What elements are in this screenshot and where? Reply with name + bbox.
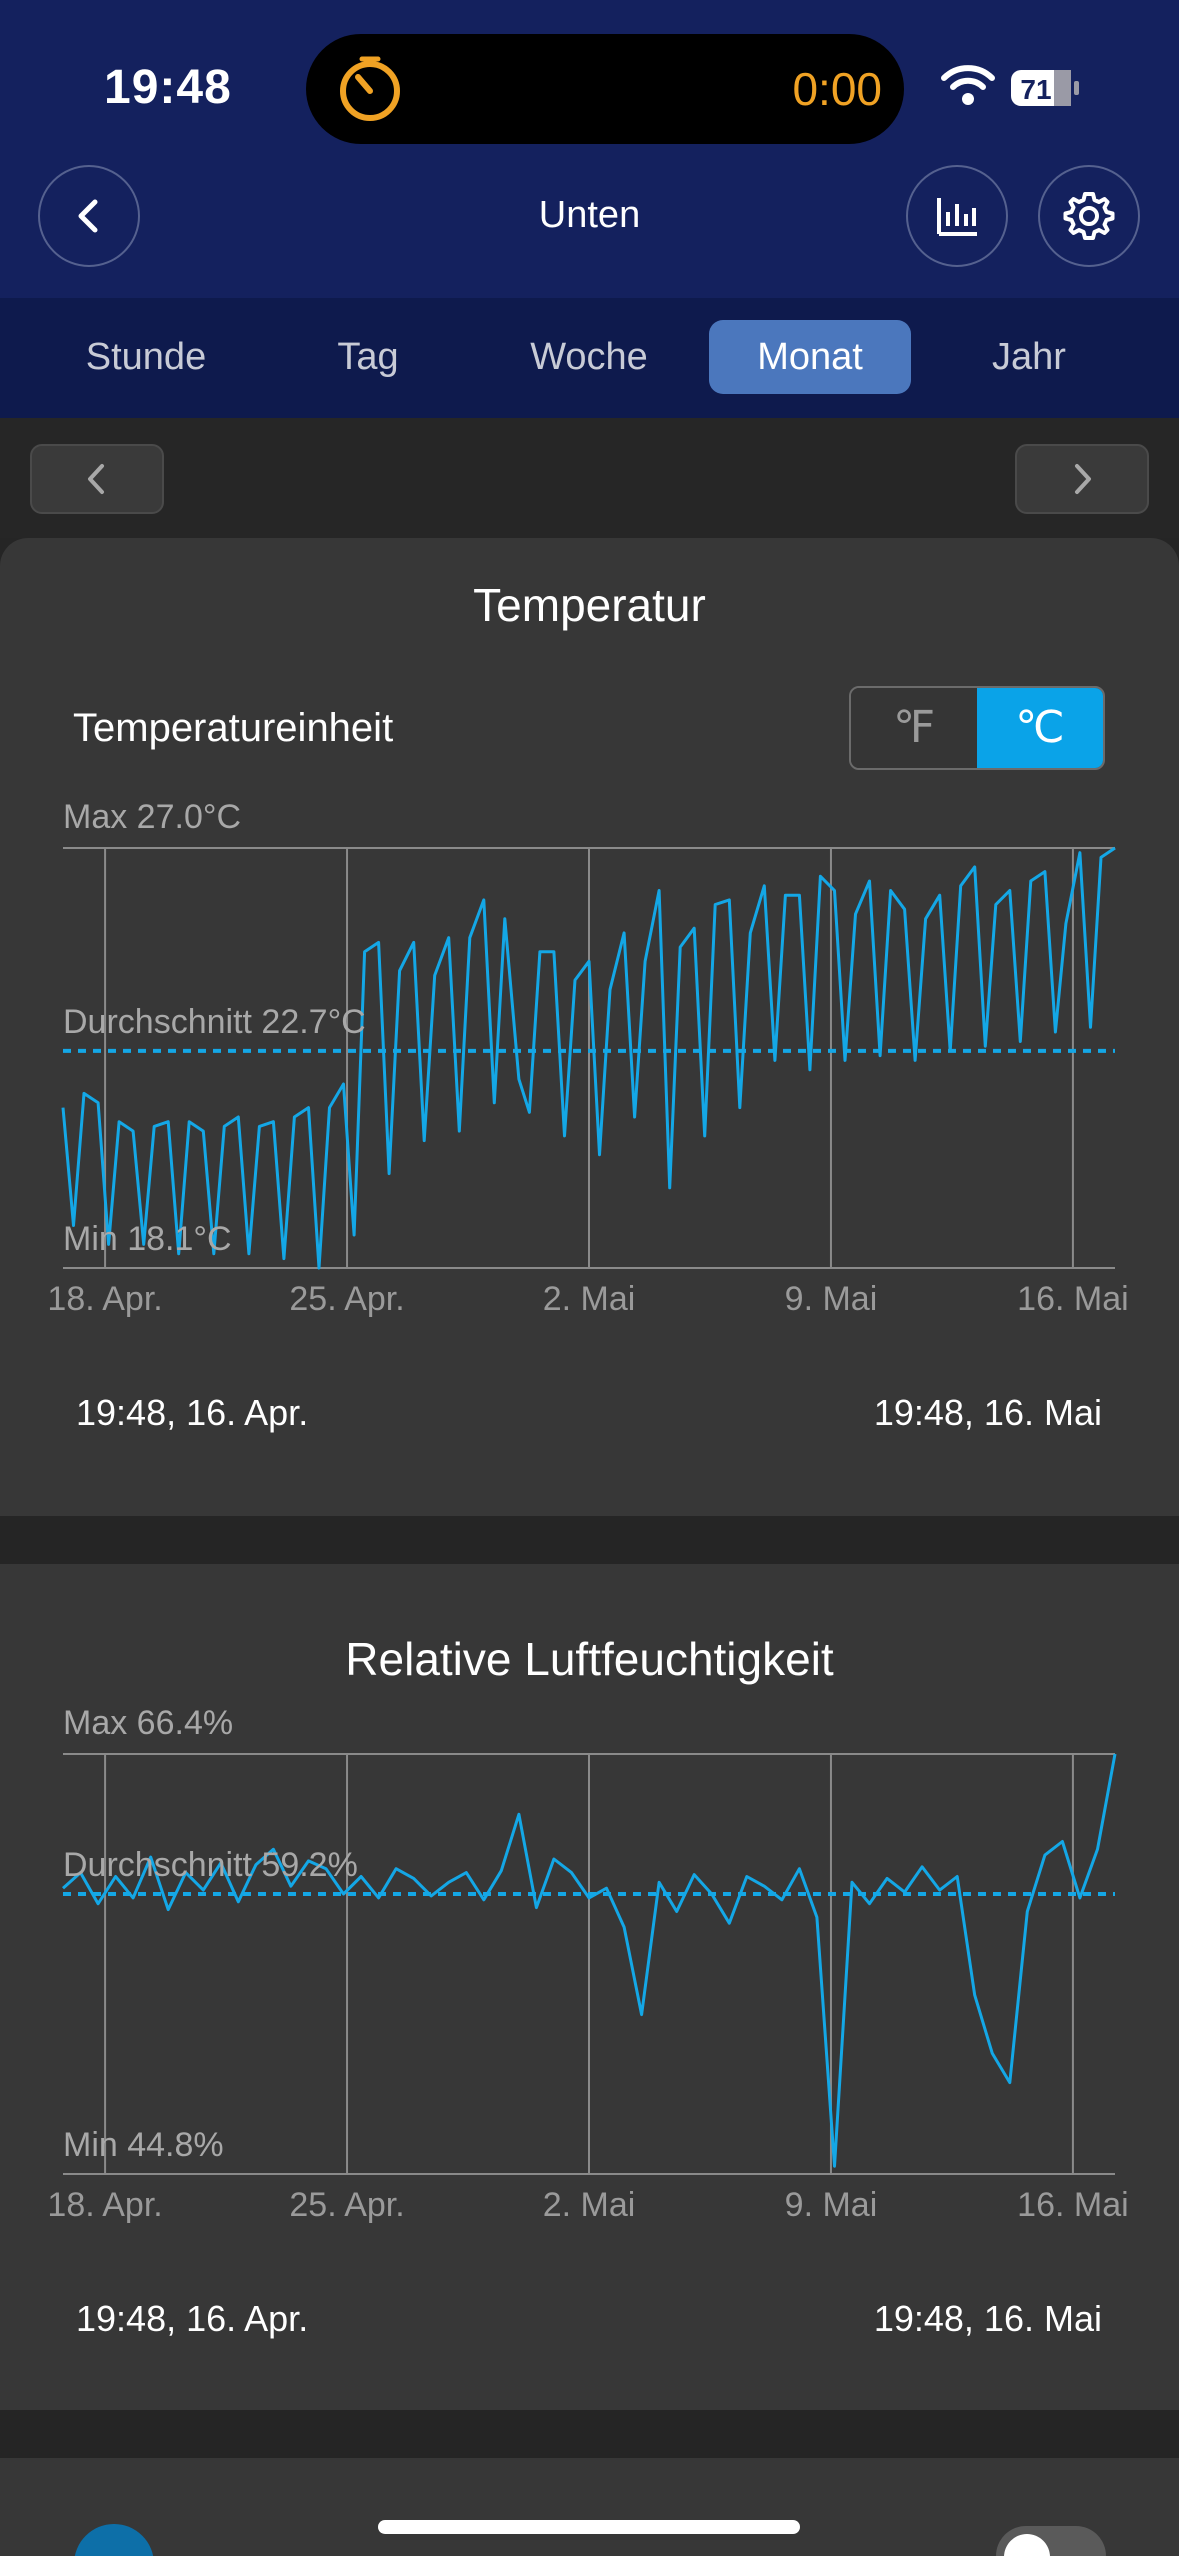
humidity-series-line bbox=[62, 1753, 1117, 2168]
bar-chart-icon bbox=[937, 198, 977, 236]
page-title: Unten bbox=[538, 194, 641, 236]
temperature-series-line bbox=[61, 846, 1116, 1270]
temperature-min-label: Min 18.1°C bbox=[63, 1220, 232, 1258]
temperature-max-label: Max 27.0°C bbox=[63, 798, 241, 836]
back-button[interactable] bbox=[38, 165, 140, 267]
temperature-x-tick-label: 18. Apr. bbox=[47, 1280, 162, 1318]
humidity-x-tick-label: 18. Apr. bbox=[47, 2186, 162, 2224]
status-bar: 19:48 0:00 71 bbox=[0, 0, 1179, 160]
gear-icon bbox=[1063, 192, 1115, 240]
chevron-right-icon bbox=[1075, 464, 1091, 494]
temperature-x-tick-label: 2. Mai bbox=[543, 1280, 636, 1318]
tab-stunde[interactable]: Stunde bbox=[85, 336, 207, 378]
next-sensor-card bbox=[0, 2458, 1179, 2556]
period-tabs: Stunde Tag Woche Monat Jahr bbox=[0, 298, 1179, 418]
humidity-x-tick-label: 2. Mai bbox=[543, 2186, 636, 2224]
humidity-x-tick-label: 9. Mai bbox=[785, 2186, 878, 2224]
humidity-min-label: Min 44.8% bbox=[63, 2126, 224, 2164]
temperature-x-tick-label: 9. Mai bbox=[785, 1280, 878, 1318]
humidity-max-label: Max 66.4% bbox=[63, 1704, 233, 1742]
previous-period-button[interactable] bbox=[30, 444, 164, 514]
humidity-x-tick-label: 16. Mai bbox=[1017, 2186, 1129, 2224]
humidity-card: Relative Luftfeuchtigkeit 18. Apr. 25. Ap… bbox=[0, 1564, 1179, 2410]
tab-monat[interactable]: Monat bbox=[709, 320, 911, 394]
statistics-button[interactable] bbox=[906, 165, 1008, 267]
chevron-left-icon bbox=[88, 464, 104, 494]
battery-icon: 71 bbox=[1011, 70, 1079, 106]
battery-indicator: 71 bbox=[1010, 68, 1080, 108]
celsius-option[interactable]: ℃ bbox=[977, 688, 1103, 768]
toggle-knob bbox=[1004, 2534, 1050, 2556]
status-time: 19:48 bbox=[104, 61, 232, 114]
fahrenheit-option[interactable]: ℉ bbox=[851, 688, 977, 768]
temperature-title: Temperatur bbox=[473, 579, 706, 631]
humidity-chart[interactable]: 18. Apr. 25. Apr. 2. Mai 9. Mai 16. Mai Max 6… bbox=[0, 1704, 1179, 2234]
battery-level: 71 bbox=[1020, 74, 1051, 105]
temperature-range-start: 19:48, 16. Apr. bbox=[76, 1392, 309, 1433]
timer-icon bbox=[340, 56, 400, 121]
temperature-card: Temperatur Temperatureinheit ℉ ℃ 18. Apr… bbox=[0, 538, 1179, 1516]
temperature-unit-label: Temperatureinheit bbox=[73, 706, 394, 750]
settings-button[interactable] bbox=[1038, 165, 1140, 267]
dynamic-island[interactable]: 0:00 bbox=[306, 34, 904, 144]
humidity-average-label: Durchschnitt 59.2% bbox=[63, 1846, 358, 1884]
nav-bar: Unten bbox=[0, 160, 1179, 298]
temperature-average-label: Durchschnitt 22.7°C bbox=[63, 1003, 366, 1041]
wifi-icon bbox=[941, 65, 995, 105]
temperature-chart[interactable]: 18. Apr. 25. Apr. 2. Mai 9. Mai 16. Mai Max 2… bbox=[0, 798, 1179, 1328]
humidity-range-end: 19:48, 16. Mai bbox=[873, 2298, 1102, 2339]
chevron-left-icon bbox=[78, 199, 98, 233]
humidity-range-start: 19:48, 16. Apr. bbox=[76, 2298, 309, 2339]
humidity-title: Relative Luftfeuchtigkeit bbox=[345, 1633, 834, 1685]
humidity-x-tick-label: 25. Apr. bbox=[289, 2186, 404, 2224]
temperature-x-tick-label: 16. Mai bbox=[1017, 1280, 1129, 1318]
timer-text: 0:00 bbox=[792, 63, 882, 115]
sensor-icon bbox=[74, 2524, 154, 2556]
temperature-unit-toggle[interactable]: ℉ ℃ bbox=[849, 686, 1105, 770]
tab-woche[interactable]: Woche bbox=[530, 336, 648, 378]
next-period-button[interactable] bbox=[1015, 444, 1149, 514]
home-indicator[interactable] bbox=[378, 2520, 800, 2534]
tab-jahr[interactable]: Jahr bbox=[992, 336, 1066, 378]
period-pager bbox=[0, 418, 1179, 538]
tab-tag[interactable]: Tag bbox=[337, 336, 399, 378]
temperature-x-tick-label: 25. Apr. bbox=[289, 1280, 404, 1318]
sensor-toggle[interactable] bbox=[996, 2526, 1106, 2556]
temperature-range-end: 19:48, 16. Mai bbox=[873, 1392, 1102, 1433]
